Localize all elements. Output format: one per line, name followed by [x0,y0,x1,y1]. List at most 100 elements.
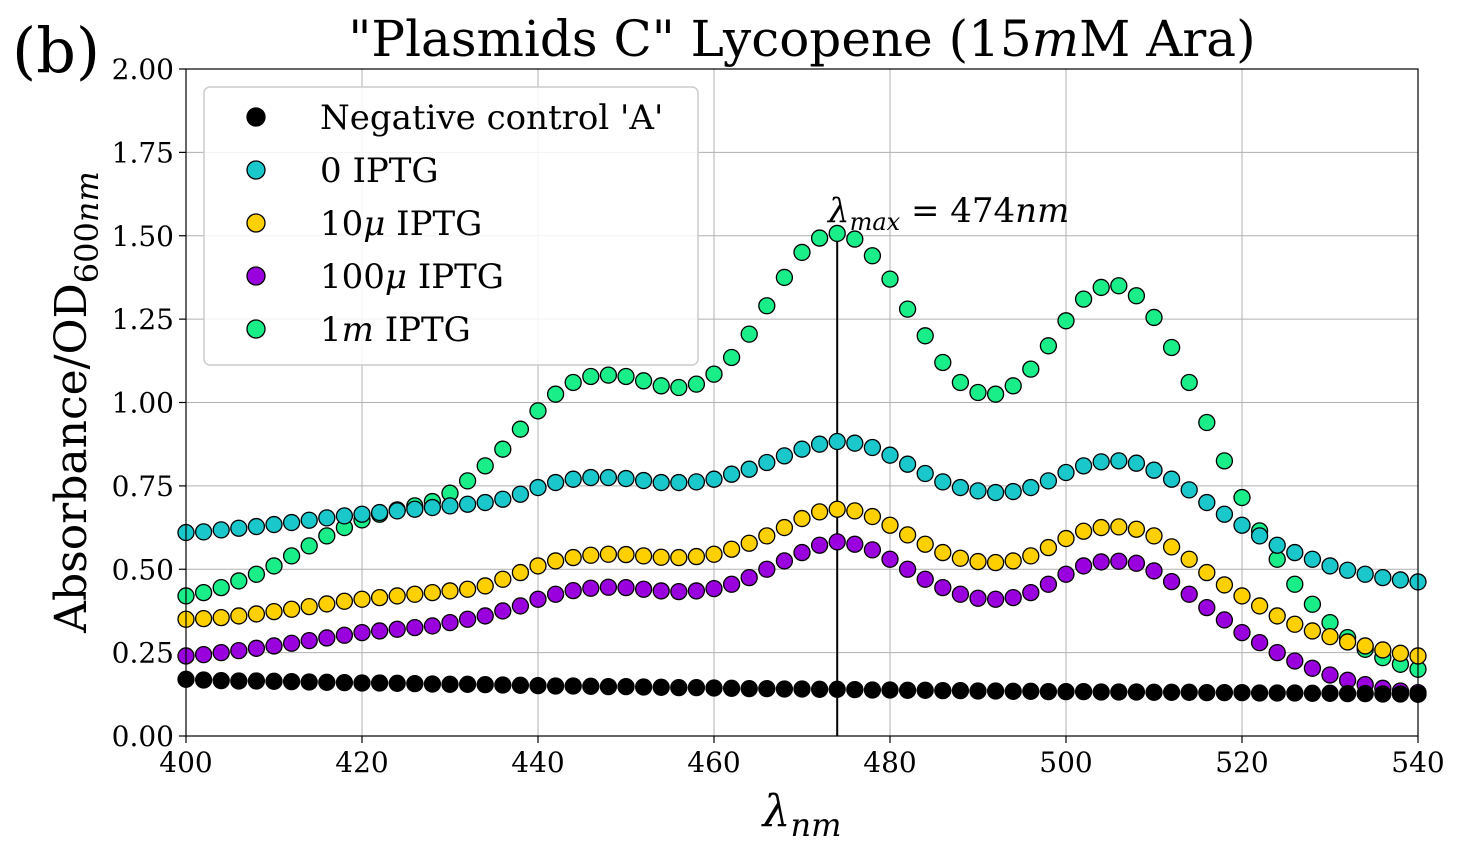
data-point [916,327,934,345]
data-point [1180,550,1198,568]
data-point [1022,583,1040,602]
data-point [1391,685,1410,703]
data-point [282,600,301,618]
data-point [740,325,758,343]
data-point [370,588,389,607]
data-point [898,526,917,544]
data-point [353,674,371,692]
y-tick-label: 2.00 [112,53,174,86]
data-point [1233,623,1251,642]
data-point [582,546,600,564]
data-point [722,679,741,697]
data-point [353,623,371,642]
data-point [969,589,987,607]
legend: Negative control 'A' 0 IPTG 10μ IPTG 100μ I… [203,86,699,366]
data-point [705,579,723,598]
data-point [370,674,389,692]
data-point [740,679,758,698]
data-point [828,533,846,551]
data-point [1303,595,1322,613]
data-point [194,583,213,602]
data-point [1022,360,1040,378]
data-point [881,550,899,568]
data-point [335,673,354,692]
data-point [1250,633,1269,652]
data-point [1039,575,1058,593]
data-point [318,673,336,691]
data-point [353,590,371,608]
data-point [793,440,811,458]
data-point [476,577,494,595]
data-point [1391,571,1410,589]
series-0 [177,670,1427,703]
data-point [476,675,494,694]
data-point [810,503,829,521]
data-point [423,498,442,517]
data-point [1180,481,1198,499]
data-point [564,548,582,567]
data-point [1162,470,1181,488]
data-point [1092,553,1110,571]
data-point [1286,652,1304,670]
legend-label: 10μ IPTG [320,204,482,244]
data-point [1127,683,1146,701]
data-point [529,478,547,497]
data-point [458,675,477,693]
data-point [634,471,653,490]
data-point [194,609,213,628]
data-point [1092,683,1110,701]
x-tick-label: 460 [687,746,740,779]
legend-label: Negative control 'A' [320,98,663,138]
data-point [1233,587,1251,605]
data-point [863,438,882,457]
data-point [529,557,547,575]
data-point [564,677,582,695]
data-point [846,434,864,452]
data-point [282,513,301,532]
data-point [705,545,723,563]
data-point [582,468,600,487]
data-point [582,677,600,695]
data-point [370,503,389,522]
data-point [705,365,723,383]
data-point [1162,683,1181,701]
data-point [1198,683,1216,702]
data-point [775,268,794,287]
data-point [529,590,547,608]
data-point [705,470,723,488]
data-point [1057,682,1075,701]
data-point [1286,684,1304,702]
data-point [828,680,846,698]
data-point [212,643,230,662]
data-point [406,618,424,637]
data-point [828,224,846,243]
data-point [1286,543,1304,562]
data-point [652,582,670,600]
data-point [1303,684,1322,702]
data-point [1004,482,1022,501]
data-point [934,681,952,700]
data-point [511,420,530,438]
data-point [476,607,494,625]
data-point [775,447,794,465]
data-point [810,435,829,453]
data-point [1022,682,1040,700]
data-point [230,672,248,690]
data-point [1338,633,1357,651]
data-point [793,543,811,562]
data-point [1145,562,1163,580]
data-point [1004,682,1022,700]
data-point [617,469,635,488]
data-point [1233,488,1251,507]
data-point [300,597,318,616]
data-point [282,634,301,652]
data-point [423,675,442,693]
data-point [1268,643,1286,662]
data-point [1321,684,1339,702]
data-point [1039,538,1058,557]
data-point [986,385,1005,403]
data-point [617,367,635,386]
y-axis-label: Absorbance/OD600nm [46,171,106,634]
data-point [1233,516,1251,534]
data-point [1127,287,1146,305]
